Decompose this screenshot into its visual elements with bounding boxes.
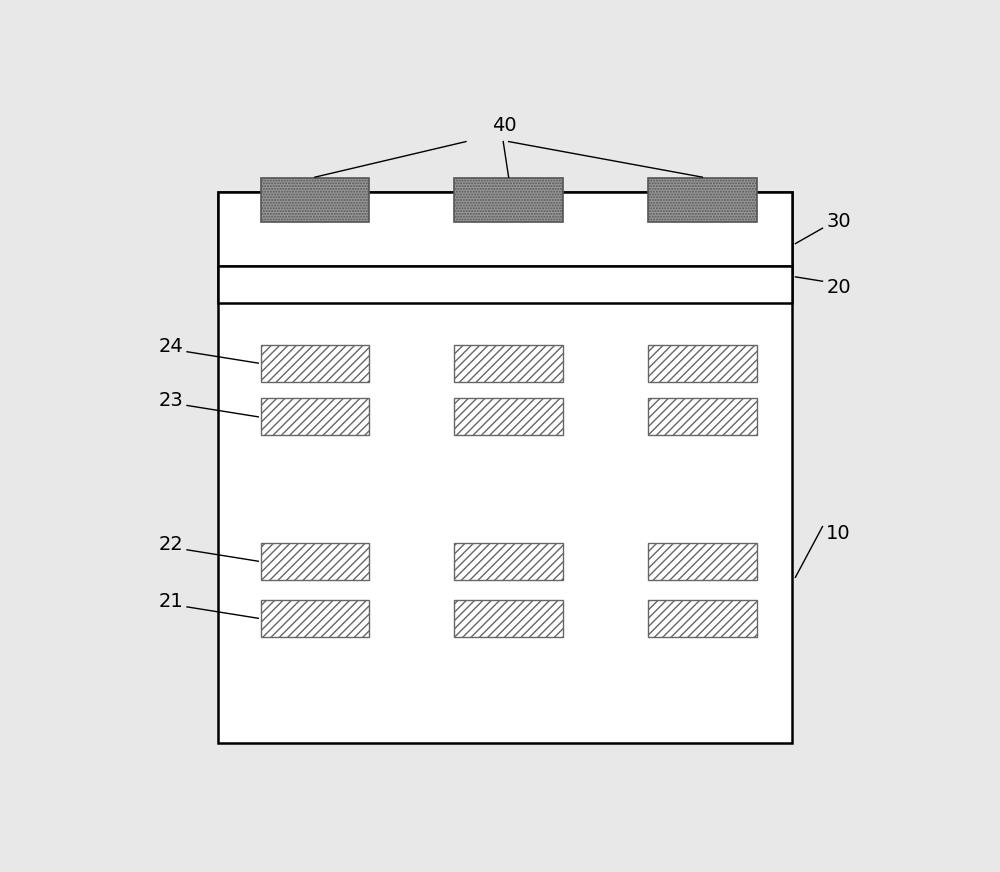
Text: 24: 24 <box>158 337 183 356</box>
Bar <box>454 542 563 580</box>
Bar <box>648 344 757 382</box>
Bar <box>218 266 792 303</box>
Bar <box>261 344 369 382</box>
Bar <box>218 192 792 266</box>
Bar <box>218 192 792 743</box>
Bar <box>454 179 563 222</box>
Bar <box>261 179 369 222</box>
Bar <box>454 399 563 435</box>
Text: 40: 40 <box>492 116 517 135</box>
Bar <box>261 399 369 435</box>
Text: 22: 22 <box>158 535 183 554</box>
Text: 30: 30 <box>826 212 851 231</box>
Text: 21: 21 <box>158 592 183 611</box>
Bar <box>454 344 563 382</box>
Bar <box>261 600 369 637</box>
Bar <box>648 542 757 580</box>
Text: 23: 23 <box>158 391 183 410</box>
Bar <box>648 600 757 637</box>
Text: 20: 20 <box>826 278 851 297</box>
Bar <box>261 542 369 580</box>
Bar <box>648 399 757 435</box>
Text: 10: 10 <box>826 524 851 542</box>
Bar <box>454 600 563 637</box>
Bar <box>648 179 757 222</box>
